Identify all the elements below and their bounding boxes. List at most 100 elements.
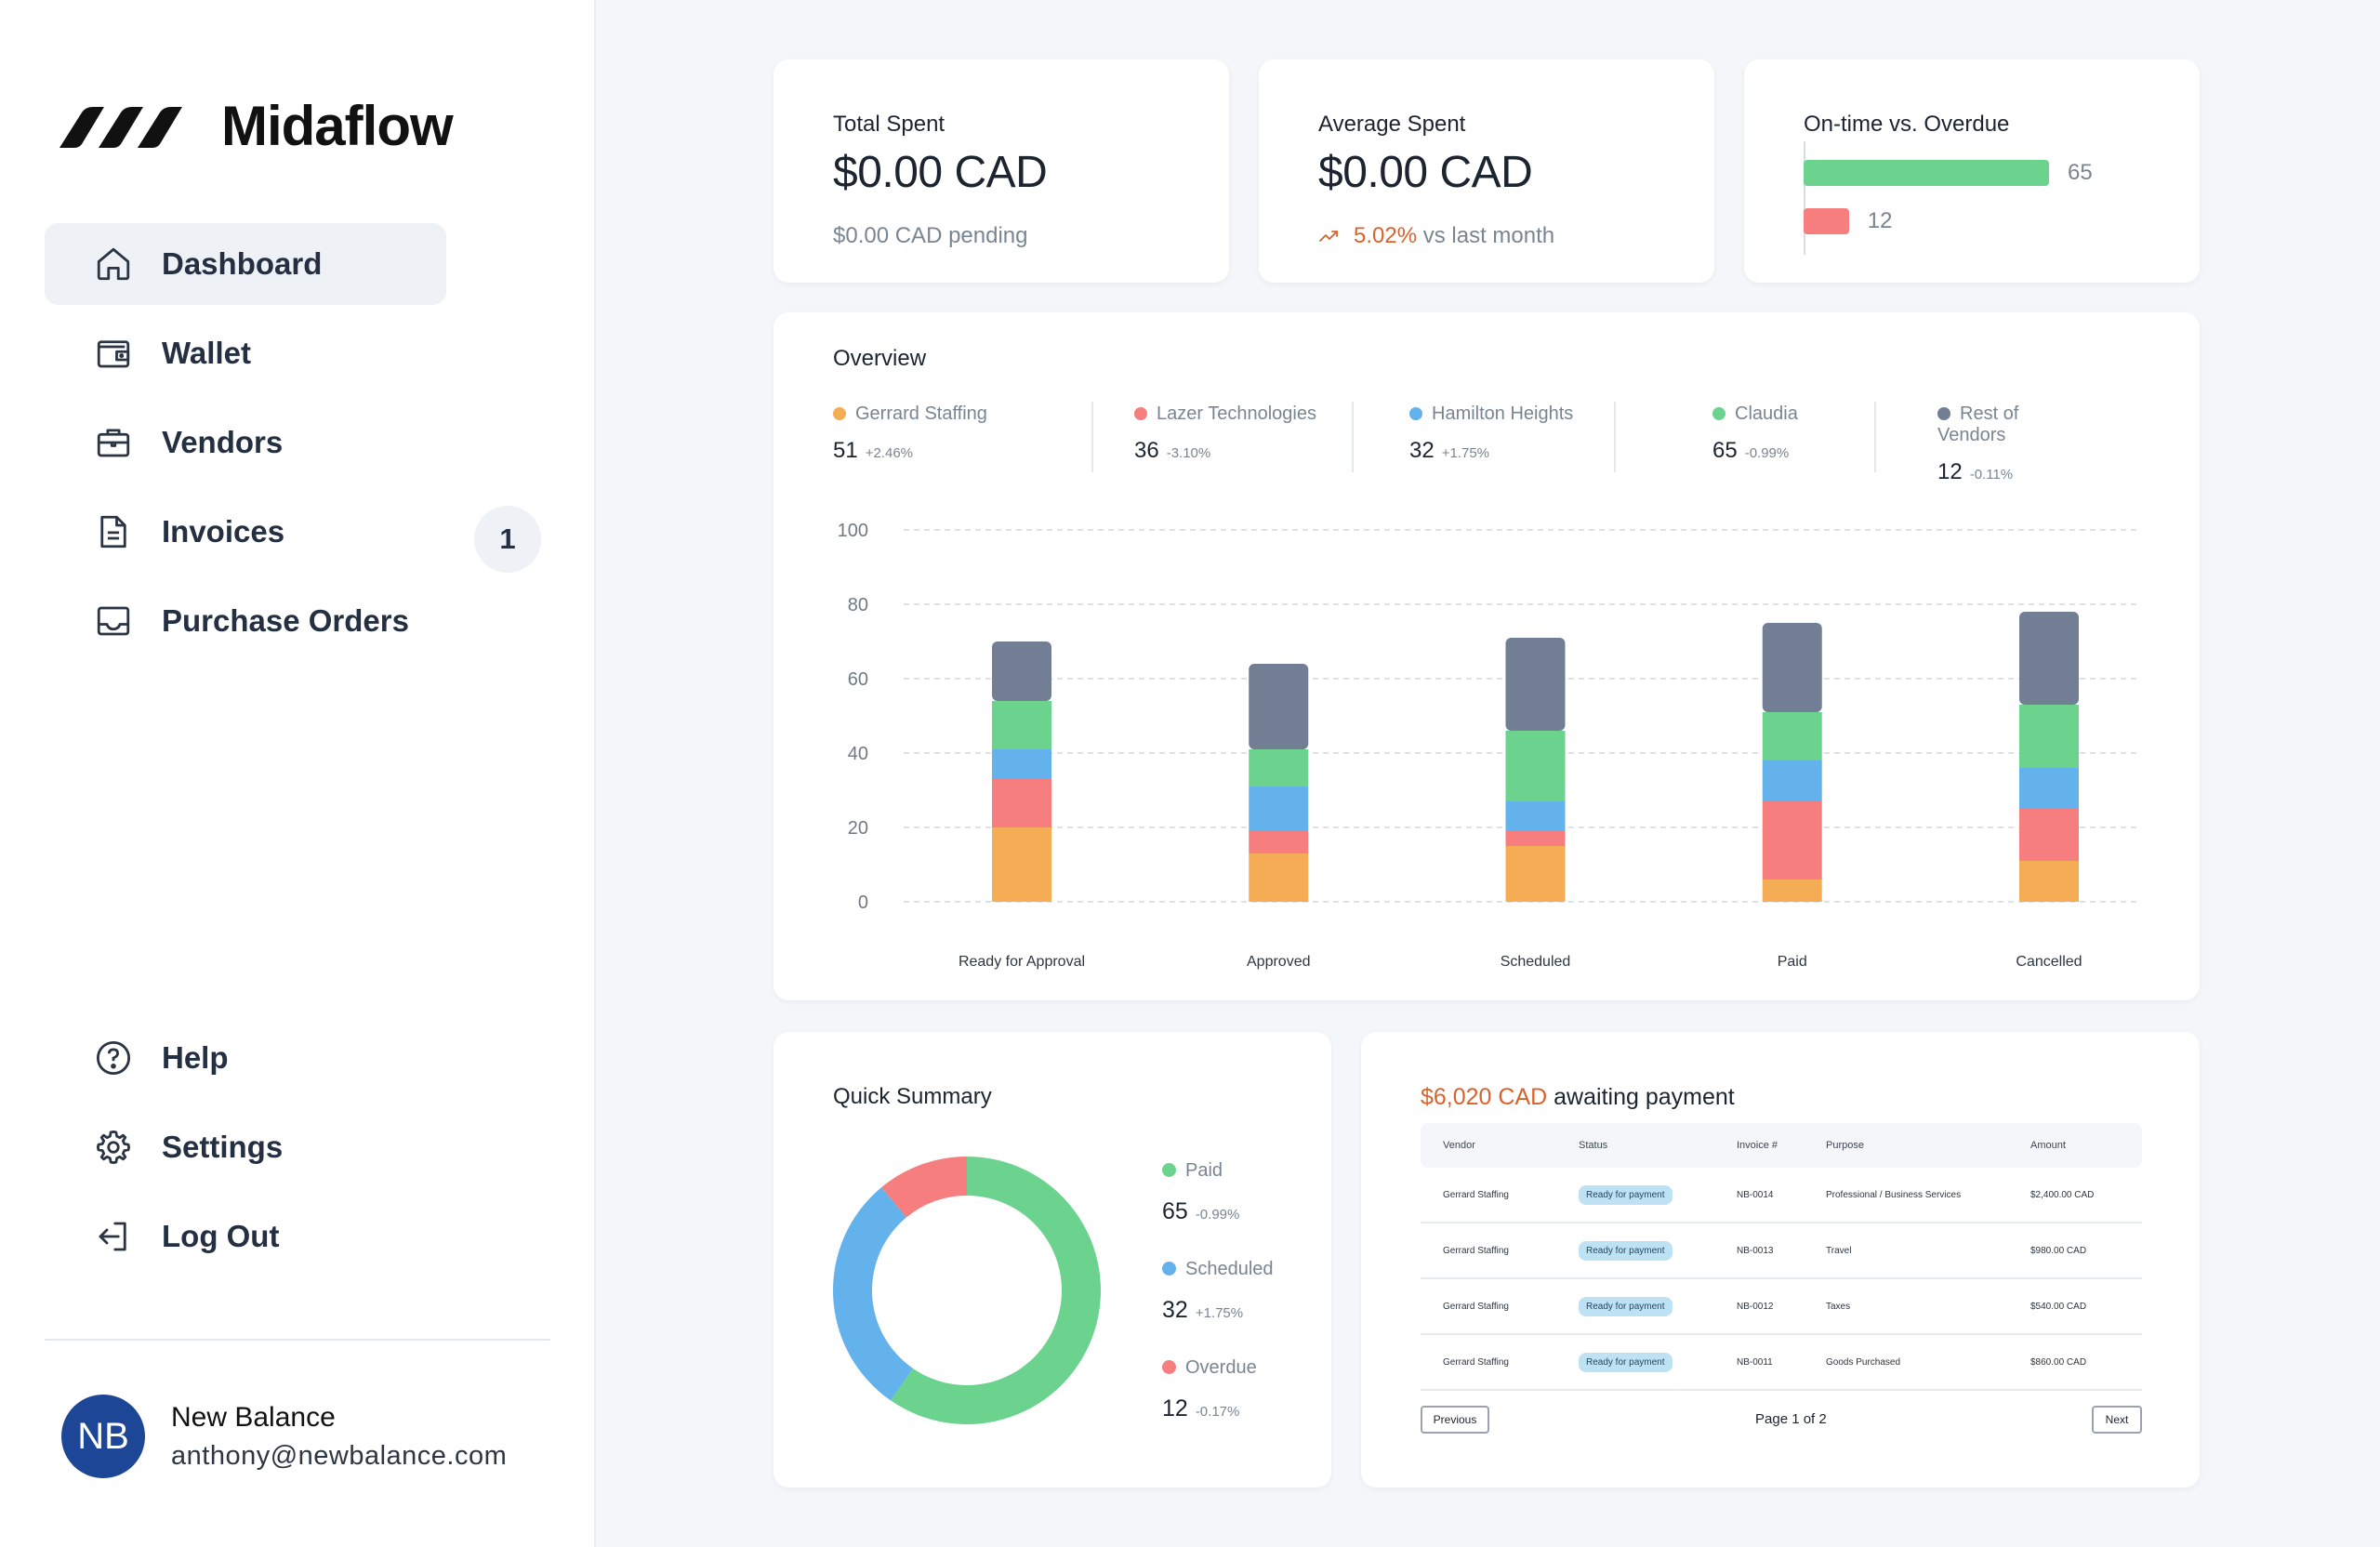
column-header-amount[interactable]: Amount	[2030, 1140, 2066, 1151]
bar-segment-hamilton-heights[interactable]	[1762, 760, 1822, 801]
brand-logo[interactable]: Midaflow	[56, 95, 454, 157]
bar-segment-gerrard-staffing[interactable]	[1249, 853, 1309, 902]
table-row[interactable]: Gerrard Staffing Ready for payment NB-00…	[1421, 1335, 2142, 1391]
bar-segment-gerrard-staffing[interactable]	[1505, 846, 1566, 902]
nav-item-invoices[interactable]: Invoices 1	[45, 491, 541, 573]
column-header-status[interactable]: Status	[1579, 1140, 1608, 1151]
bar-segment-gerrard-staffing[interactable]	[1762, 879, 1822, 902]
previous-page-button[interactable]: Previous	[1421, 1406, 1489, 1434]
summary-legend-overdue: Overdue 12 -0.17%	[1162, 1357, 1257, 1422]
bar-segment-lazer-technologies[interactable]	[992, 779, 1051, 827]
bar-segment-hamilton-heights[interactable]	[992, 749, 1051, 779]
status-badge: Ready for payment	[1579, 1184, 1673, 1205]
bar-segment-rest-of-vendors[interactable]	[1762, 623, 1822, 712]
nav-label-logout: Log Out	[162, 1219, 280, 1253]
y-tick-label: 80	[848, 595, 868, 615]
legend-item-rest-of-vendors: Rest of Vendors 12 -0.11%	[1884, 403, 2116, 484]
brand-name: Midaflow	[221, 94, 454, 157]
ontime-title: On-time vs. Overdue	[1804, 112, 2010, 137]
legend-item-hamilton-heights: Hamilton Heights 32 +1.75%	[1361, 403, 1623, 474]
nav-item-dashboard[interactable]: Dashboard	[45, 223, 446, 305]
legend-dot	[833, 406, 846, 420]
overview-title: Overview	[833, 346, 927, 371]
table-row[interactable]: Gerrard Staffing Ready for payment NB-00…	[1421, 1223, 2142, 1279]
cell-invoice: NB-0014	[1737, 1189, 1774, 1200]
summary-legend-name: Paid	[1185, 1160, 1223, 1181]
table-row[interactable]: Gerrard Staffing Ready for payment NB-00…	[1421, 1279, 2142, 1335]
bar-segment-hamilton-heights[interactable]	[1505, 801, 1566, 831]
average-spent-value: $0.00 CAD	[1318, 148, 1533, 197]
summary-donut-chart	[833, 1157, 1101, 1424]
document-icon	[93, 511, 134, 552]
nav-item-vendors[interactable]: Vendors	[45, 402, 446, 483]
page-indicator: Page 1 of 2	[1755, 1411, 1827, 1427]
user-profile[interactable]: NB New Balance anthony@newbalance.com	[61, 1395, 507, 1478]
legend-dot	[1162, 1163, 1176, 1178]
legend-name: Rest of Vendors	[1937, 403, 2019, 445]
column-header-purpose[interactable]: Purpose	[1826, 1140, 1864, 1151]
cell-invoice: NB-0011	[1737, 1356, 1773, 1368]
nav-item-help[interactable]: Help	[45, 1017, 446, 1099]
nav-item-logout[interactable]: Log Out	[45, 1196, 446, 1277]
donut-slice-overdue[interactable]	[881, 1157, 967, 1218]
column-header-vendor[interactable]: Vendor	[1443, 1140, 1475, 1151]
awaiting-payment-title: $6,020 CAD awaiting payment	[1421, 1084, 1735, 1111]
table-header: Vendor Status Invoice # Purpose Amount	[1421, 1123, 2142, 1168]
cell-vendor: Gerrard Staffing	[1443, 1301, 1509, 1312]
bar-segment-rest-of-vendors[interactable]	[1249, 664, 1309, 749]
legend-value: 32	[1409, 438, 1435, 463]
bar-segment-lazer-technologies[interactable]	[2019, 809, 2079, 861]
summary-legend-value: 65	[1162, 1198, 1188, 1224]
table-row[interactable]: Gerrard Staffing Ready for payment NB-00…	[1421, 1168, 2142, 1223]
bar-segment-claudia[interactable]	[1762, 712, 1822, 760]
nav-item-settings[interactable]: Settings	[45, 1106, 446, 1188]
legend-name: Gerrard Staffing	[855, 403, 987, 424]
user-name: New Balance	[171, 1401, 336, 1433]
x-tick-label: Scheduled	[1501, 954, 1571, 970]
legend-item-gerrard-staffing: Gerrard Staffing 51 +2.46%	[833, 403, 1093, 474]
bar-segment-rest-of-vendors[interactable]	[2019, 612, 2079, 705]
bar-segment-gerrard-staffing[interactable]	[2019, 861, 2079, 902]
bar-segment-rest-of-vendors[interactable]	[992, 641, 1051, 701]
next-page-button[interactable]: Next	[2092, 1406, 2142, 1434]
trend-up-icon	[1318, 224, 1341, 250]
y-tick-label: 0	[858, 892, 868, 913]
nav-item-purchase-orders[interactable]: Purchase Orders	[45, 580, 446, 662]
ontime-bar	[1804, 160, 2049, 186]
bar-segment-hamilton-heights[interactable]	[2019, 768, 2079, 809]
bar-segment-hamilton-heights[interactable]	[1249, 787, 1309, 831]
wallet-icon	[93, 333, 134, 374]
bar-segment-lazer-technologies[interactable]	[1249, 831, 1309, 853]
bar-segment-lazer-technologies[interactable]	[1762, 801, 1822, 879]
summary-legend-change: -0.17%	[1195, 1404, 1240, 1420]
user-email: anthony@newbalance.com	[171, 1440, 508, 1471]
bar-segment-claudia[interactable]	[992, 701, 1051, 749]
bar-segment-lazer-technologies[interactable]	[1505, 831, 1566, 846]
donut-slice-scheduled[interactable]	[833, 1187, 913, 1401]
help-circle-icon	[93, 1038, 134, 1078]
bar-segment-claudia[interactable]	[2019, 705, 2079, 768]
legend-change: +1.75%	[1441, 445, 1489, 461]
bar-segment-claudia[interactable]	[1249, 749, 1309, 787]
legend-dot	[1937, 406, 1950, 420]
gear-icon	[93, 1127, 134, 1168]
nav-item-wallet[interactable]: Wallet	[45, 312, 446, 394]
donut-slice-paid[interactable]	[891, 1157, 1101, 1424]
overdue-bar	[1804, 208, 1849, 234]
y-tick-label: 40	[848, 744, 868, 764]
cell-invoice: NB-0012	[1737, 1301, 1774, 1312]
briefcase-icon	[93, 422, 134, 463]
nav-label-purchase-orders: Purchase Orders	[162, 603, 409, 638]
average-spent-change: 5.02% vs last month	[1318, 223, 1554, 250]
column-header-invoice[interactable]: Invoice #	[1737, 1140, 1778, 1151]
total-spent-value: $0.00 CAD	[833, 148, 1048, 197]
bar-segment-claudia[interactable]	[1505, 731, 1566, 801]
average-spent-card: Average Spent $0.00 CAD 5.02% vs last mo…	[1259, 60, 1714, 283]
bar-segment-rest-of-vendors[interactable]	[1505, 638, 1566, 731]
legend-dot	[1409, 406, 1422, 420]
total-spent-pending: $0.00 CAD pending	[833, 223, 1028, 248]
bar-segment-gerrard-staffing[interactable]	[992, 827, 1051, 902]
quick-summary-title: Quick Summary	[833, 1084, 992, 1109]
cell-vendor: Gerrard Staffing	[1443, 1356, 1509, 1368]
status-badge: Ready for payment	[1579, 1296, 1673, 1316]
